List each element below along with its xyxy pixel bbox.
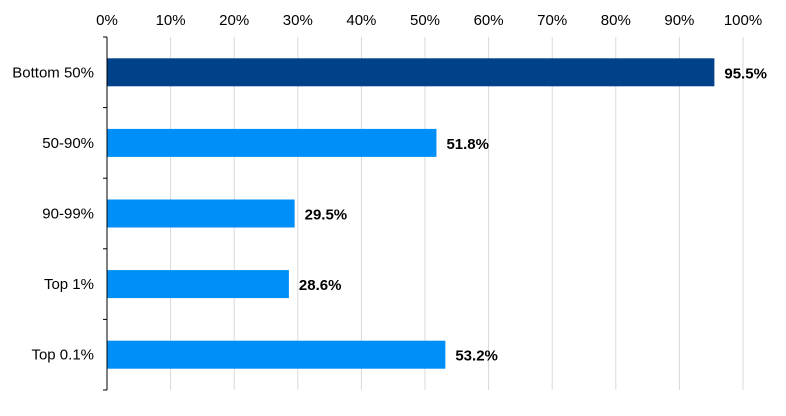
data-label: 53.2%: [455, 348, 498, 365]
x-tick-label: 10%: [156, 12, 186, 29]
bars: [107, 58, 715, 369]
x-tick-label: 80%: [601, 12, 631, 29]
x-tick-label: 0%: [96, 12, 118, 29]
data-label: 95.5%: [724, 65, 767, 82]
bar: [107, 128, 437, 157]
data-label: 28.6%: [299, 277, 342, 294]
y-axis-ticks: [103, 36, 107, 391]
x-tick-label: 40%: [346, 12, 376, 29]
data-labels: 95.5% 51.8% 29.5% 28.6% 53.2%: [299, 65, 767, 364]
grid-lines: [170, 37, 744, 390]
category-label: 50-90%: [42, 135, 94, 152]
bar: [107, 270, 289, 299]
bar: [107, 58, 715, 87]
category-labels: Bottom 50% 50-90% 90-99% Top 1% Top 0.1%: [12, 64, 94, 363]
bar: [107, 199, 295, 228]
bar: [107, 340, 446, 369]
x-tick-label: 30%: [283, 12, 313, 29]
category-label: Bottom 50%: [12, 64, 94, 81]
x-tick-label: 60%: [474, 12, 504, 29]
x-tick-label: 50%: [410, 12, 440, 29]
x-axis-ticks: 0% 10% 20% 30% 40% 50% 60% 70% 80% 90% 100%: [96, 12, 762, 29]
data-label: 29.5%: [305, 207, 348, 224]
category-label: 90-99%: [42, 206, 94, 223]
data-label: 51.8%: [446, 136, 489, 153]
x-tick-label: 90%: [664, 12, 694, 29]
x-tick-label: 70%: [537, 12, 567, 29]
category-label: Top 0.1%: [31, 347, 94, 364]
category-label: Top 1%: [44, 276, 94, 293]
x-tick-label: 20%: [219, 12, 249, 29]
x-tick-label: 100%: [724, 12, 762, 29]
